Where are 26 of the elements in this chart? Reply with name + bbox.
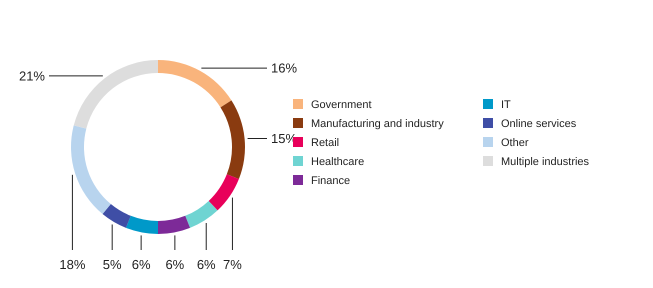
data-label: 6% — [132, 257, 151, 272]
legend-label: Retail — [311, 137, 340, 149]
data-label: 6% — [196, 257, 216, 272]
donut-slice — [158, 216, 190, 234]
legend-label: IT — [501, 99, 512, 111]
donut-slice — [220, 100, 245, 180]
donut-slice — [71, 125, 111, 214]
data-label: 6% — [165, 257, 185, 272]
donut-slice — [74, 60, 158, 129]
data-label: 16% — [271, 60, 298, 76]
legend-label: Healthcare — [311, 156, 364, 168]
data-label: 21% — [18, 68, 46, 84]
legend-label: Manufacturing and industry — [311, 118, 444, 130]
legend-label: Finance — [311, 175, 350, 187]
data-label: 7% — [223, 257, 242, 272]
legend-label: Government — [311, 99, 372, 111]
legend-label: Multiple industries — [501, 156, 590, 168]
donut-slice — [185, 200, 218, 228]
donut-slice — [126, 216, 158, 234]
donut-slice — [158, 60, 232, 108]
data-label: 18% — [59, 257, 86, 272]
donut-slice — [102, 204, 131, 228]
legend-label: Other — [501, 137, 529, 149]
data-label: 5% — [102, 257, 122, 272]
donut-slice — [208, 174, 239, 210]
legend-label: Online services — [501, 118, 577, 130]
